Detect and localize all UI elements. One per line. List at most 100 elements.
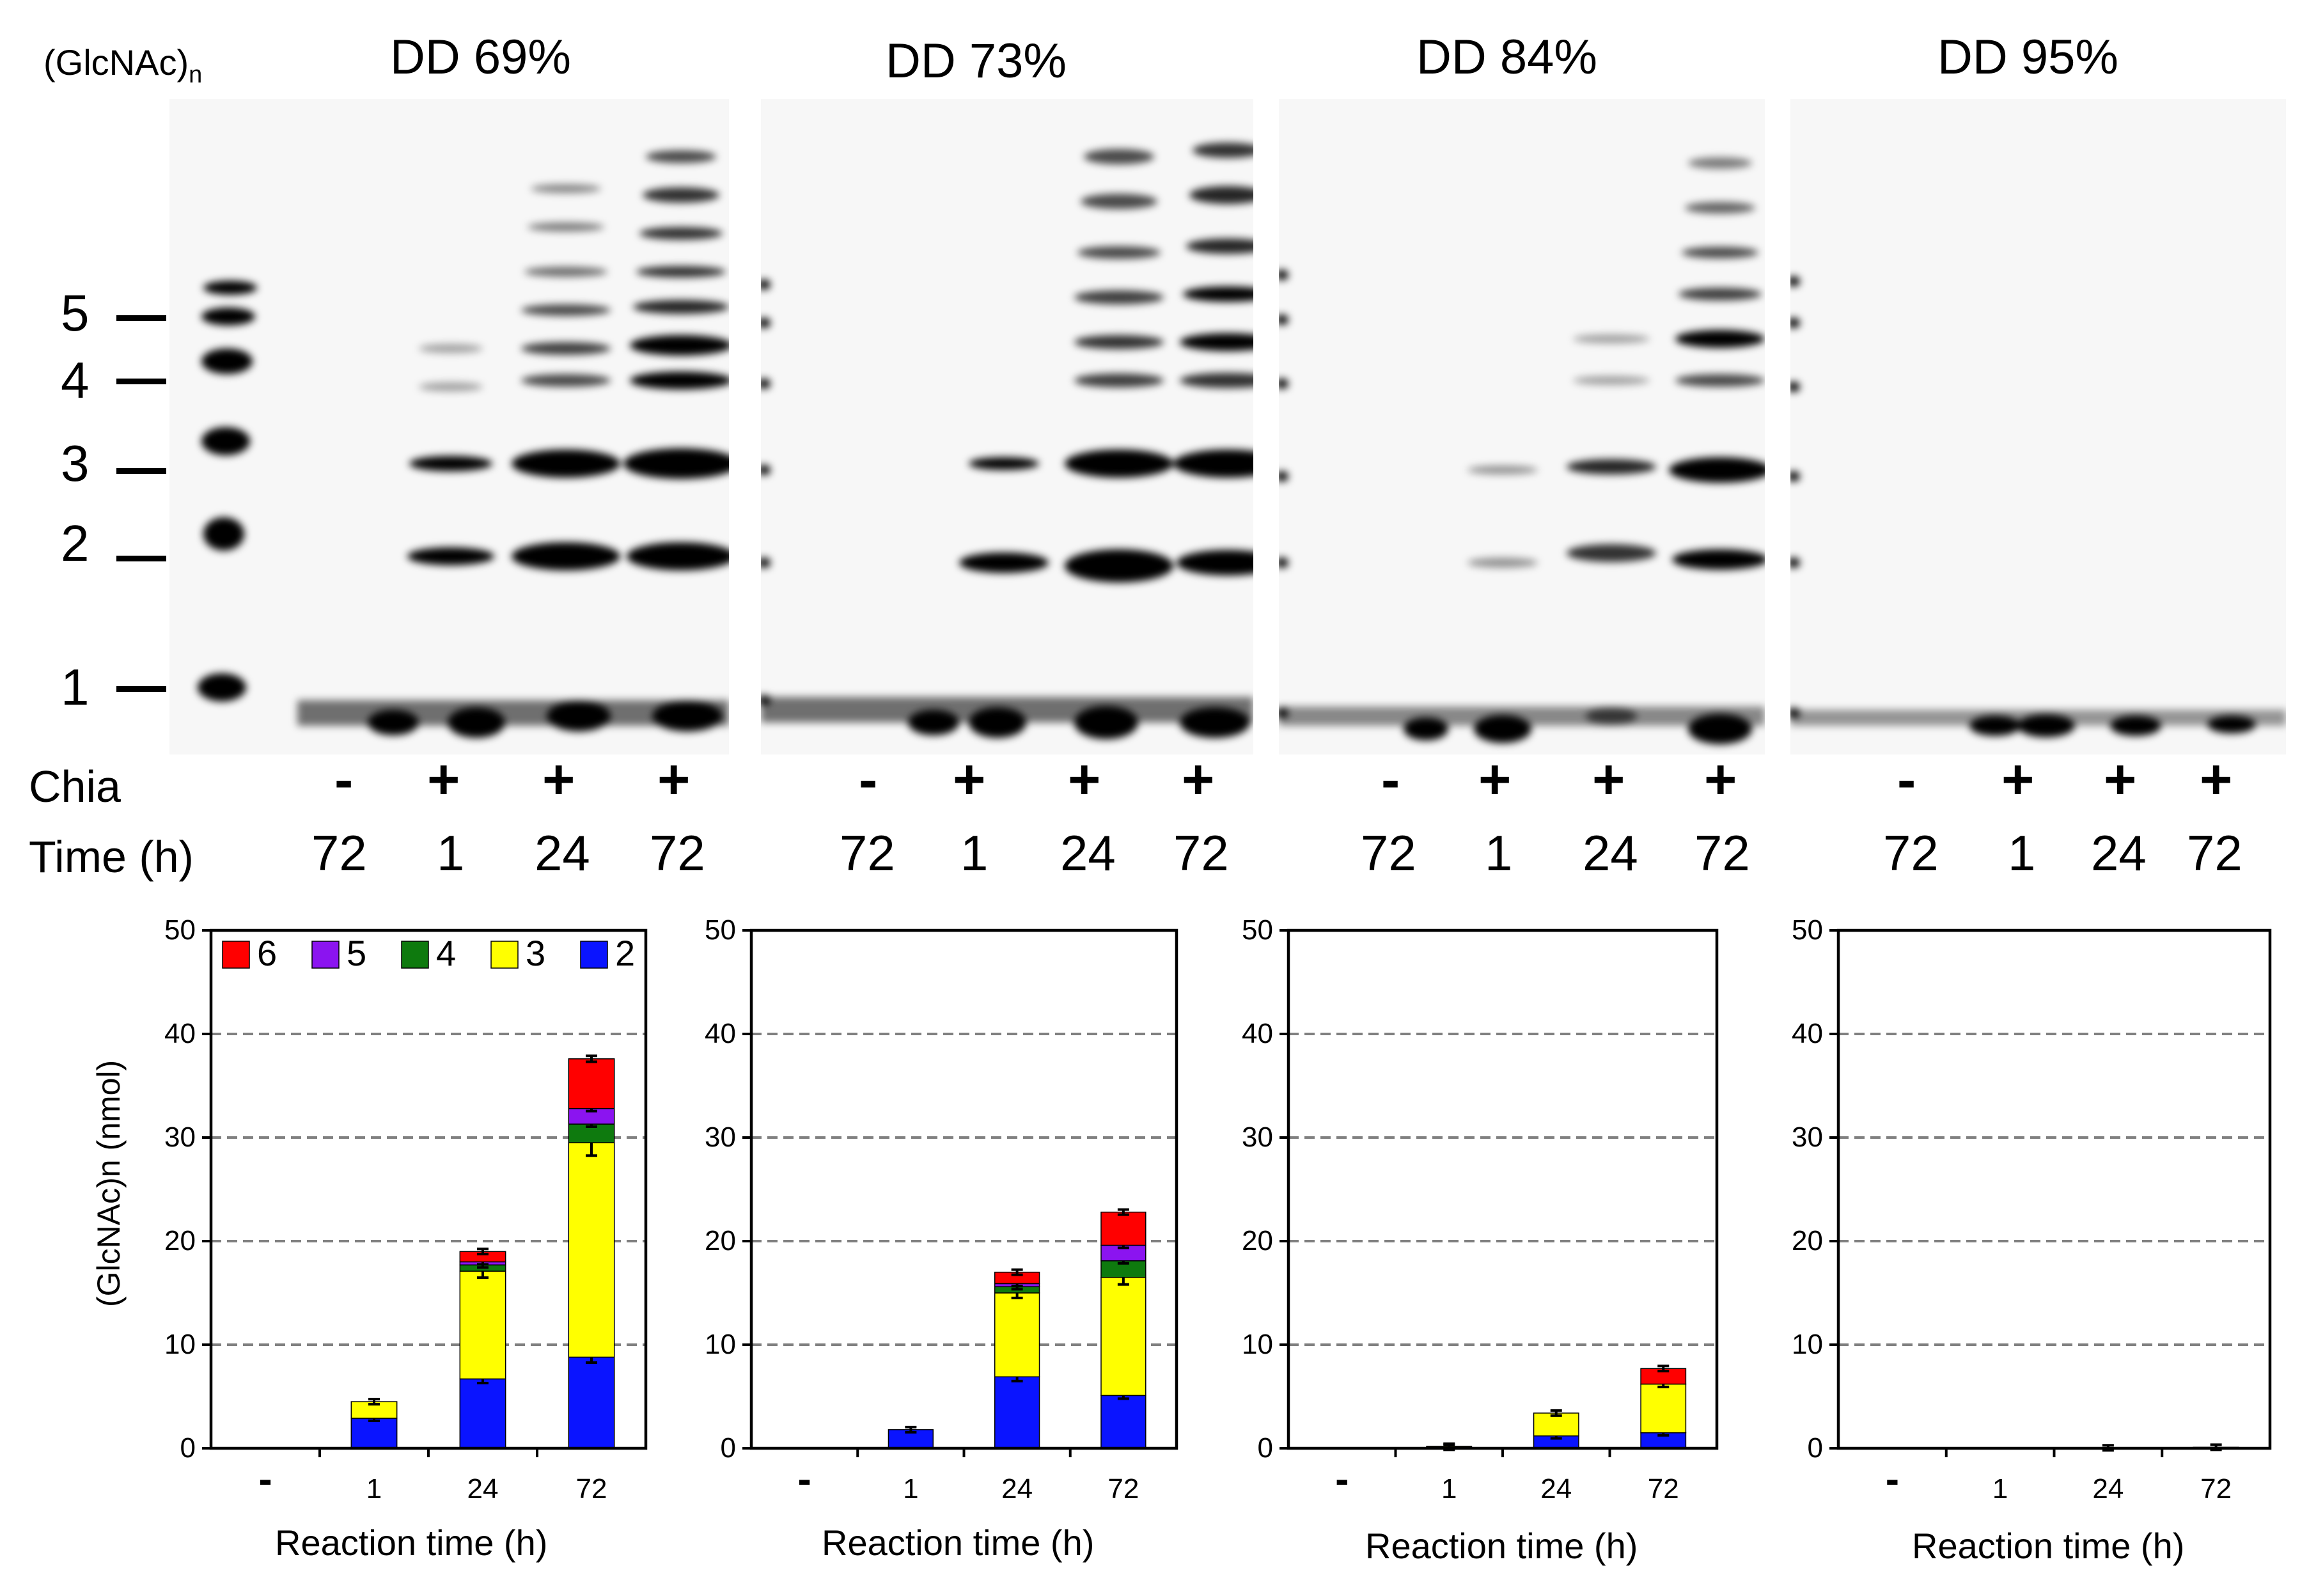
- time-label-3-2: 24: [2091, 825, 2147, 881]
- chia-mark-2-1: +: [1478, 747, 1512, 811]
- time-label-0-2: 24: [535, 825, 590, 881]
- x-axis-title-3: Reaction time (h): [1912, 1526, 2185, 1566]
- bar-1-3-series-5: [1100, 1244, 1146, 1262]
- marker-label-1: 1: [61, 659, 90, 716]
- y-tick-label-2-1: 10: [1242, 1329, 1273, 1360]
- row-label-chia: Chia: [29, 762, 121, 811]
- chia-mark-2-2: +: [1592, 747, 1625, 811]
- y-tick-label-3-0: 0: [1808, 1432, 1823, 1464]
- y-tick-label-3-3: 30: [1792, 1122, 1823, 1153]
- y-tick-label-2-4: 40: [1242, 1018, 1273, 1049]
- x-axis-title-0: Reaction time (h): [275, 1522, 548, 1563]
- time-label-3-0: 72: [1883, 825, 1939, 881]
- bar-2-3-series-2: [1640, 1432, 1687, 1449]
- bar-1-2-series-2: [994, 1376, 1040, 1449]
- x-tick-label-2-1: 1: [1441, 1473, 1457, 1505]
- legend-swatch-2: [580, 941, 608, 969]
- y-tick-label-0-0: 0: [180, 1432, 196, 1464]
- time-label-3-1: 1: [2008, 825, 2036, 881]
- time-label-2-0: 72: [1361, 825, 1416, 881]
- bar-1-3-series-6: [1100, 1211, 1146, 1246]
- y-tick-label-0-4: 40: [164, 1018, 196, 1049]
- legend-swatch-4: [401, 941, 429, 969]
- legend-label-5: 5: [347, 933, 366, 973]
- chia-mark-3-0: -: [1897, 747, 1916, 811]
- bar-chart-dd84: 0 10 20 30 40 50 - 1 24 72: [1231, 914, 1719, 1509]
- gel-image-dd73: [761, 99, 1253, 755]
- oligomer-label-text: (GlcNAc): [43, 42, 189, 82]
- panel-title-3: DD 95%: [1937, 30, 2118, 84]
- y-tick-label-1-5: 50: [705, 914, 736, 946]
- time-label-3-3: 72: [2187, 825, 2242, 881]
- x-tick-label-2-2: 24: [1540, 1473, 1572, 1505]
- time-label-0-1: 1: [437, 825, 465, 881]
- y-tick-label-3-5: 50: [1792, 914, 1823, 946]
- bar-0-2-series-3: [459, 1271, 506, 1380]
- panel-title-0: DD 69%: [390, 30, 571, 84]
- legend-label-2: 2: [615, 933, 635, 973]
- x-tick-label-0-1: 1: [366, 1473, 382, 1505]
- time-label-2-2: 24: [1583, 825, 1638, 881]
- marker-label-4: 4: [61, 352, 90, 409]
- y-tick-label-2-5: 50: [1242, 914, 1273, 946]
- y-tick-label-3-1: 10: [1792, 1329, 1823, 1360]
- chia-mark-1-2: +: [1068, 747, 1101, 811]
- y-tick-label-0-2: 20: [164, 1225, 196, 1256]
- plot-frame-2: [1287, 928, 1719, 1450]
- x-tick-label-1-2: 24: [1001, 1473, 1033, 1505]
- chart-svg-1: 0 10 20 30 40 50 - 1 24 72: [705, 914, 1178, 1505]
- marker-tick-4: [116, 379, 166, 384]
- chia-mark-3-1: +: [2001, 747, 2035, 811]
- y-tick-label-1-4: 40: [705, 1018, 736, 1049]
- x-tick-label-0-2: 24: [467, 1473, 499, 1505]
- x-tick-label-0-3: 72: [576, 1473, 607, 1505]
- time-label-0-3: 72: [650, 825, 705, 881]
- marker-tick-1: [116, 686, 166, 692]
- time-label-1-2: 24: [1060, 825, 1116, 881]
- plot-frame-0: [209, 928, 648, 1450]
- marker-label-3: 3: [61, 435, 90, 492]
- x-tick-label-1-0: -: [797, 1456, 811, 1502]
- chia-mark-3-2: +: [2104, 747, 2137, 811]
- bar-1-3-series-3: [1100, 1276, 1146, 1396]
- y-tick-label-1-1: 10: [705, 1329, 736, 1360]
- time-label-1-1: 1: [960, 825, 989, 881]
- chart-svg-0: 0 10 20 30 40 50 - 1 24 72 6 5 4 3 2: [164, 914, 648, 1505]
- legend-swatch-6: [222, 941, 250, 969]
- gel-image-dd84: [1279, 99, 1765, 755]
- marker-tick-5: [116, 315, 166, 321]
- bar-0-3-series-3: [568, 1142, 615, 1358]
- y-axis-title: (GlcNAc)n (nmol): [91, 1060, 127, 1307]
- oligomer-label-subscript: n: [189, 61, 203, 89]
- time-label-2-1: 1: [1485, 825, 1513, 881]
- chia-mark-1-3: +: [1182, 747, 1215, 811]
- bar-0-2-series-2: [459, 1378, 506, 1449]
- y-tick-label-0-5: 50: [164, 914, 196, 946]
- gel-image-dd95: [1790, 99, 2286, 755]
- x-tick-label-2-0: -: [1335, 1456, 1349, 1502]
- bar-1-3-series-2: [1100, 1395, 1146, 1449]
- time-label-1-0: 72: [840, 825, 895, 881]
- chia-mark-0-1: +: [427, 747, 460, 811]
- marker-tick-3: [116, 468, 166, 474]
- row-label-time: Time (h): [29, 832, 194, 882]
- chia-mark-0-3: +: [657, 747, 691, 811]
- gel-bands-dd73: [761, 143, 1253, 739]
- y-tick-label-1-2: 20: [705, 1225, 736, 1256]
- y-tick-label-1-0: 0: [721, 1432, 736, 1464]
- time-label-2-3: 72: [1694, 825, 1750, 881]
- bar-chart-dd73: 0 10 20 30 40 50 - 1 24 72: [694, 914, 1178, 1509]
- gel-bands-dd95: [1790, 276, 2286, 737]
- y-tick-label-3-2: 20: [1792, 1225, 1823, 1256]
- chart-svg-2: 0 10 20 30 40 50 - 1 24 72: [1242, 914, 1719, 1505]
- chia-mark-0-0: -: [334, 747, 354, 811]
- y-tick-label-0-1: 10: [164, 1329, 196, 1360]
- y-tick-label-0-3: 30: [164, 1122, 196, 1153]
- chia-mark-2-0: -: [1381, 747, 1400, 811]
- time-label-0-0: 72: [311, 825, 367, 881]
- y-tick-label-1-3: 30: [705, 1122, 736, 1153]
- bar-2-3-series-3: [1640, 1383, 1687, 1434]
- x-tick-label-3-3: 72: [2200, 1473, 2232, 1505]
- chia-mark-1-0: -: [859, 747, 878, 811]
